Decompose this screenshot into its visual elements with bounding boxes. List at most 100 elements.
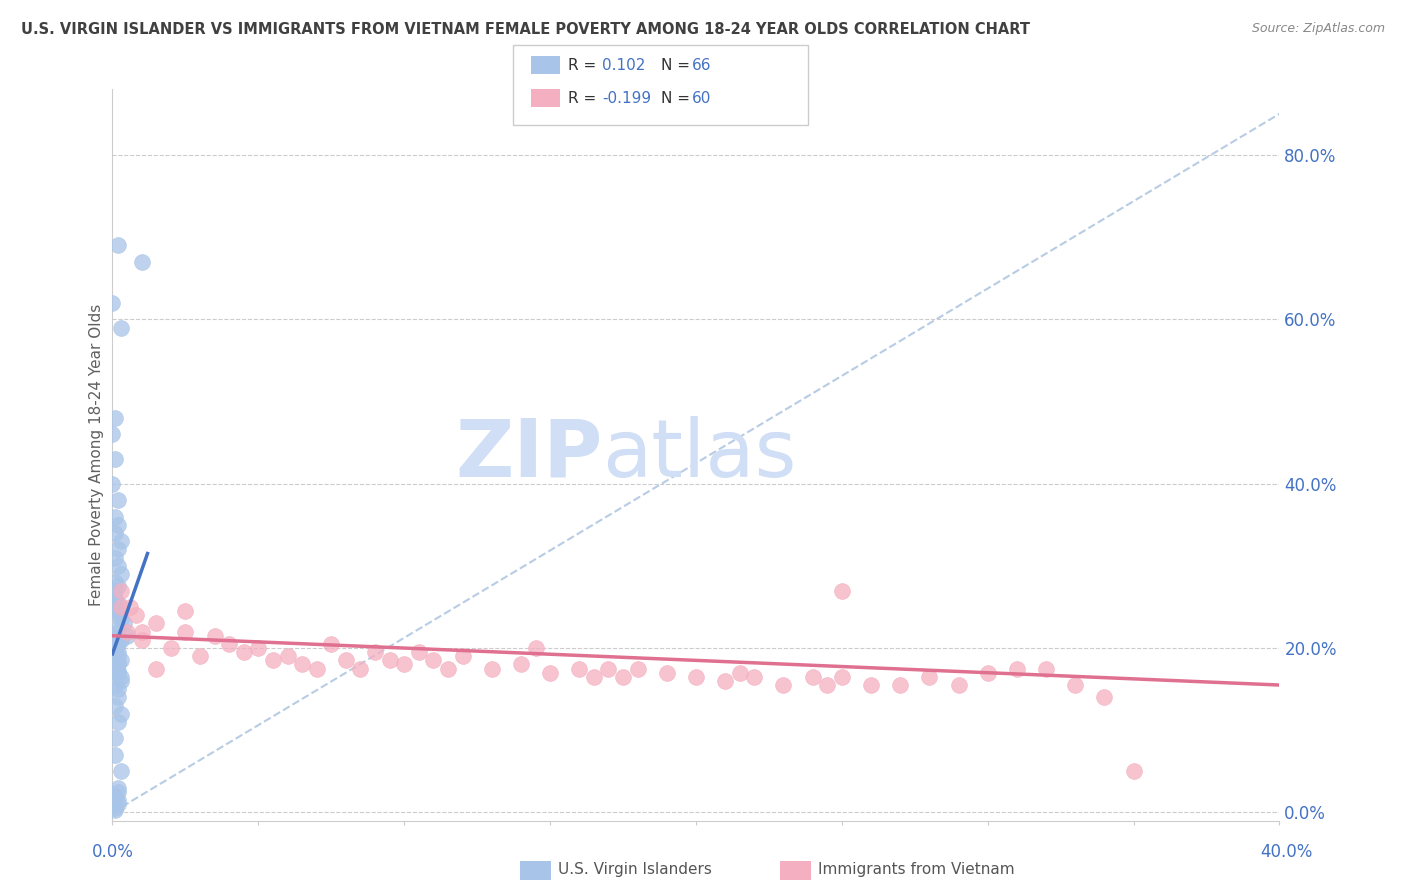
Point <box>392 657 416 672</box>
Point <box>305 662 328 676</box>
Point <box>101 427 124 442</box>
Point <box>107 604 129 618</box>
Point <box>104 662 127 676</box>
Point <box>232 645 254 659</box>
Point <box>110 583 132 598</box>
Text: 66: 66 <box>692 58 711 72</box>
Text: 0.0%: 0.0% <box>91 843 134 861</box>
Point <box>131 624 153 639</box>
Point <box>174 624 197 639</box>
Point <box>112 616 135 631</box>
Point <box>1035 662 1057 676</box>
Point <box>104 583 127 598</box>
Point <box>107 238 129 252</box>
Point <box>188 649 211 664</box>
Point <box>335 653 357 667</box>
Point <box>815 678 838 692</box>
Point <box>104 550 127 565</box>
Point <box>104 659 127 673</box>
Point <box>107 542 129 557</box>
Point <box>948 678 970 692</box>
Point <box>276 649 298 664</box>
Point <box>107 797 129 812</box>
Point <box>107 714 129 729</box>
Point <box>451 649 474 664</box>
Point <box>247 641 270 656</box>
Point <box>582 670 605 684</box>
Text: R =: R = <box>568 91 602 105</box>
Point <box>714 673 737 688</box>
Point <box>104 411 127 425</box>
Point <box>831 583 853 598</box>
Point <box>728 665 751 680</box>
Y-axis label: Female Poverty Among 18-24 Year Olds: Female Poverty Among 18-24 Year Olds <box>89 304 104 606</box>
Point <box>107 793 129 807</box>
Point <box>104 509 127 524</box>
Point <box>104 599 127 614</box>
Text: 0.102: 0.102 <box>602 58 645 72</box>
Point <box>104 801 127 815</box>
Point <box>110 673 132 688</box>
Point <box>107 596 129 610</box>
Point <box>101 651 124 665</box>
Point <box>110 612 132 626</box>
Point <box>107 665 129 680</box>
Point <box>101 629 124 643</box>
Point <box>626 662 648 676</box>
Text: Immigrants from Vietnam: Immigrants from Vietnam <box>818 863 1015 877</box>
Text: N =: N = <box>661 58 695 72</box>
Point <box>976 665 998 680</box>
Point <box>107 780 129 795</box>
Text: N =: N = <box>661 91 695 105</box>
Point <box>145 616 167 631</box>
Point <box>110 670 132 684</box>
Point <box>918 670 941 684</box>
Point <box>110 567 132 582</box>
Point <box>509 657 531 672</box>
Point <box>408 645 430 659</box>
Text: -0.199: -0.199 <box>602 91 651 105</box>
Point <box>364 645 387 659</box>
Point <box>104 731 127 746</box>
Point <box>655 665 678 680</box>
Point <box>107 579 129 593</box>
Point <box>107 649 129 664</box>
Point <box>104 526 127 541</box>
Point <box>110 599 132 614</box>
Text: 60: 60 <box>692 91 711 105</box>
Point <box>101 296 124 310</box>
Point <box>107 645 129 659</box>
Point <box>104 678 127 692</box>
Point <box>107 624 129 639</box>
Point <box>538 665 561 680</box>
Point <box>218 637 240 651</box>
Point <box>104 803 127 817</box>
Text: ZIP: ZIP <box>456 416 603 494</box>
Point <box>598 662 620 676</box>
Text: 40.0%: 40.0% <box>1260 843 1313 861</box>
Point <box>107 620 129 634</box>
Point <box>831 670 853 684</box>
Point <box>107 785 129 799</box>
Point <box>118 599 141 614</box>
Point <box>1122 764 1144 779</box>
Point <box>145 662 167 676</box>
Point <box>262 653 284 667</box>
Point <box>131 632 153 647</box>
Point <box>685 670 707 684</box>
Point <box>115 624 138 639</box>
Point <box>107 656 129 670</box>
Point <box>174 604 197 618</box>
Point <box>104 575 127 590</box>
Point <box>481 662 503 676</box>
Point <box>801 670 824 684</box>
Point <box>524 641 547 656</box>
Point <box>859 678 883 692</box>
Point <box>107 690 129 705</box>
Point <box>107 608 129 623</box>
Point <box>131 254 153 268</box>
Point <box>160 641 183 656</box>
Text: Source: ZipAtlas.com: Source: ZipAtlas.com <box>1251 22 1385 36</box>
Point <box>612 670 634 684</box>
Point <box>437 662 460 676</box>
